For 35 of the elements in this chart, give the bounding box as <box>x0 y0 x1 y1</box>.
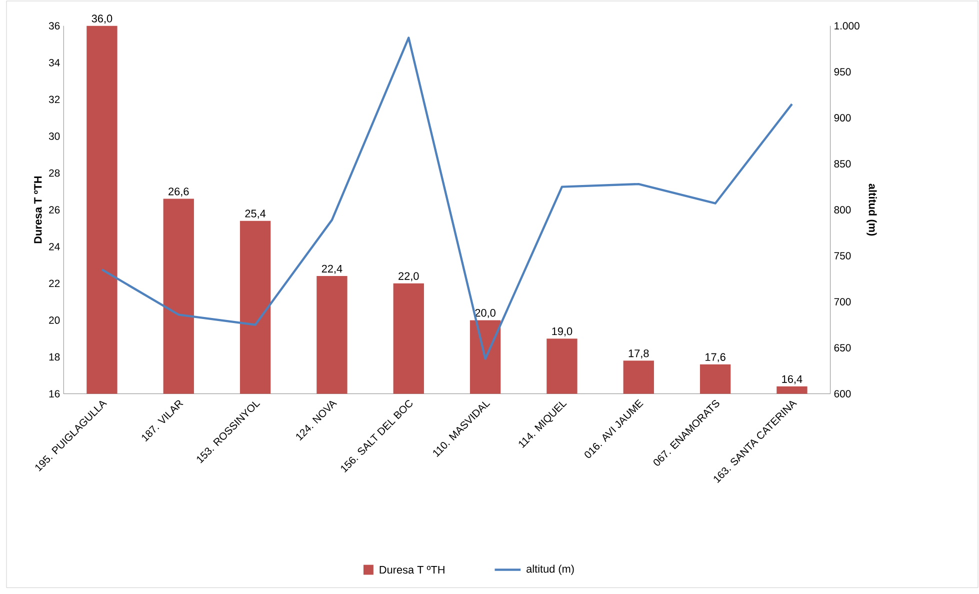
y-tick-label: 16 <box>49 390 60 398</box>
y-tick-label: 30 <box>48 132 60 140</box>
data-label: 26,6 <box>168 188 189 197</box>
y2-axis-title: altitud (m) <box>866 184 877 236</box>
y2-tick-label: 750 <box>834 252 851 260</box>
y2-tick-label: 900 <box>834 114 851 122</box>
y-tick-label: 36 <box>48 22 60 30</box>
y-tick-label: 26 <box>49 206 60 214</box>
legend-label: altitud (m) <box>526 564 574 576</box>
y2-tick-label: 700 <box>834 298 851 306</box>
y2-tick-label: 600 <box>834 390 851 398</box>
y2-tick-label: 850 <box>834 160 851 168</box>
data-label: 20,0 <box>475 309 496 318</box>
data-label: 22,4 <box>322 265 342 274</box>
data-label: 22,0 <box>398 272 419 282</box>
data-label: 19,0 <box>552 328 572 337</box>
y2-tick-label: 1.000 <box>834 22 860 30</box>
y2-tick-label: 950 <box>834 68 851 76</box>
data-label: 36,0 <box>92 14 112 24</box>
line-series <box>100 36 794 360</box>
y-tick-label: 20 <box>49 316 60 324</box>
data-label: 16,4 <box>782 375 802 384</box>
y-tick-label: 34 <box>48 59 60 66</box>
y-tick-label: 24 <box>49 243 60 250</box>
legend-label: Duresa T ºTH <box>380 566 444 574</box>
data-label: 17,8 <box>628 350 649 359</box>
y-tick-label: 28 <box>49 170 60 177</box>
y2-tick-label: 800 <box>834 206 851 214</box>
data-label: 25,4 <box>245 210 266 219</box>
y-axis-title: Duresa T ºTH <box>34 176 42 244</box>
y2-tick-label: 650 <box>834 344 851 352</box>
y-tick-label: 18 <box>49 353 60 361</box>
y-tick-label: 22 <box>49 280 60 288</box>
data-label: 17,6 <box>706 353 726 362</box>
y-tick-label: 32 <box>48 96 60 104</box>
